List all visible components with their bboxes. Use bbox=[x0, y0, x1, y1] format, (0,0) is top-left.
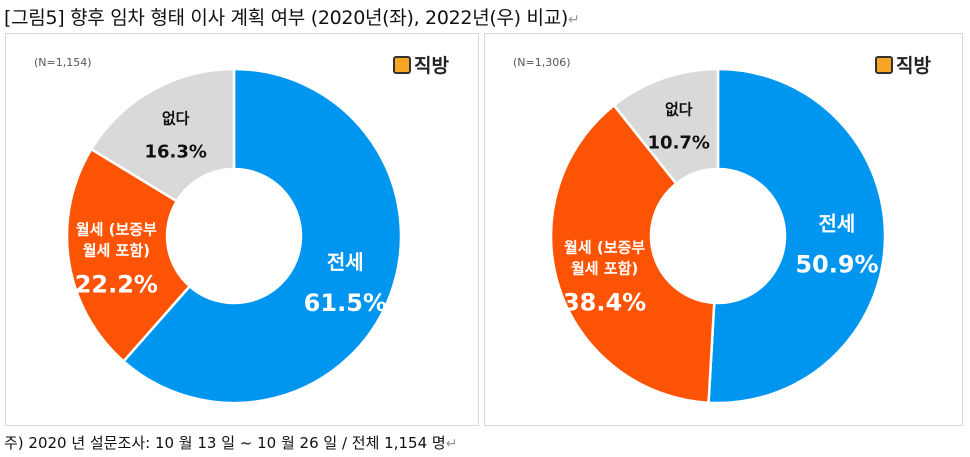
title-text: [그림5] 향후 임차 형태 이사 계획 여부 (2020년(좌), 2022년… bbox=[4, 7, 568, 29]
slice-category-label: 월세 포함) bbox=[83, 241, 150, 259]
return-mark: ↵ bbox=[568, 12, 580, 28]
donut-slice bbox=[121, 67, 403, 405]
house-icon bbox=[393, 55, 411, 74]
donut-slice bbox=[549, 103, 716, 405]
slice-value-label: 22.2% bbox=[75, 270, 158, 298]
slice-value-label: 10.7% bbox=[648, 133, 710, 154]
slice-category-label: 월세 포함) bbox=[571, 260, 638, 278]
n-label: (N=1,154) bbox=[34, 56, 92, 69]
return-mark: ↵ bbox=[445, 436, 458, 452]
slice-category-label: 전세 bbox=[327, 250, 364, 274]
n-label: (N=1,306) bbox=[513, 56, 571, 69]
slice-category-label: 없다 bbox=[665, 101, 693, 119]
footnote: 주) 2020 년 설문조사: 10 월 13 일 ~ 10 월 26 일 / … bbox=[4, 432, 457, 453]
brand-text: 직방 bbox=[896, 55, 931, 77]
slice-value-label: 50.9% bbox=[795, 250, 878, 278]
donut-slice bbox=[612, 67, 720, 186]
figure-title: [그림5] 향후 임차 형태 이사 계획 여부 (2020년(좌), 2022년… bbox=[4, 3, 580, 30]
brand-logo: 직방 bbox=[875, 51, 931, 78]
slice-value-label: 38.4% bbox=[563, 289, 646, 317]
donut-slice bbox=[65, 147, 192, 364]
slice-value-label: 16.3% bbox=[144, 141, 206, 162]
donut-slice bbox=[707, 67, 887, 405]
brand-logo: 직방 bbox=[393, 51, 449, 78]
slice-category-label: 없다 bbox=[162, 109, 190, 127]
slice-category-label: 월세 (보증부 bbox=[76, 220, 157, 238]
slice-category-label: 월세 (보증부 bbox=[564, 239, 645, 257]
footnote-text: 주) 2020 년 설문조사: 10 월 13 일 ~ 10 월 26 일 / … bbox=[4, 434, 446, 452]
slice-value-label: 61.5% bbox=[304, 289, 387, 317]
donut-slice bbox=[89, 67, 236, 203]
brand-text: 직방 bbox=[414, 55, 449, 77]
house-icon bbox=[875, 55, 893, 74]
slice-category-label: 전세 bbox=[819, 211, 856, 235]
